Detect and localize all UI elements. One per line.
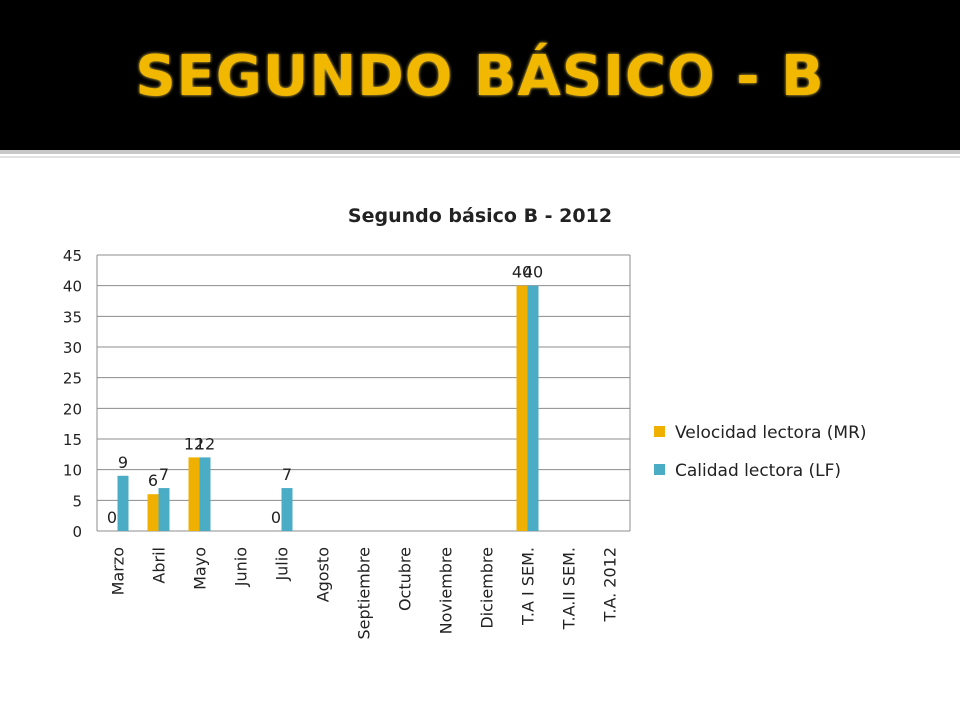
- chart-title: Segundo básico B - 2012: [348, 205, 612, 227]
- legend-label: Calidad lectora (LF): [675, 461, 841, 481]
- x-tick-label: Marzo: [109, 547, 128, 595]
- x-tick-label: Septiembre: [355, 547, 374, 640]
- y-tick-label: 10: [63, 462, 82, 480]
- bar: [527, 285, 539, 531]
- data-label: 40: [512, 263, 532, 282]
- x-tick-label: Mayo: [191, 547, 210, 590]
- x-tick-label: T.A I SEM.: [519, 547, 538, 626]
- x-axis-ticks: Marzo Abril Mayo Junio Julio Agosto Septiembre…: [109, 547, 620, 640]
- data-label: 7: [282, 465, 292, 484]
- y-tick-label: 30: [63, 339, 82, 357]
- data-label: 6: [148, 471, 158, 490]
- bar: [281, 488, 293, 531]
- x-tick-label: T.A. 2012: [601, 547, 620, 623]
- x-tick-label: Julio: [273, 547, 292, 582]
- data-label: 40: [523, 263, 543, 282]
- legend-swatch: [654, 464, 665, 475]
- data-label: 12: [195, 434, 215, 453]
- bar: [158, 488, 170, 531]
- y-tick-label: 15: [63, 431, 82, 449]
- x-tick-label: Octubre: [396, 547, 415, 611]
- x-tick-label: Agosto: [314, 547, 333, 602]
- bar: [199, 457, 211, 531]
- x-tick-label: T.A.II SEM.: [560, 547, 579, 630]
- x-tick-label: Diciembre: [478, 547, 497, 629]
- data-label: 9: [118, 453, 128, 472]
- bars: [117, 285, 539, 531]
- x-tick-label: Junio: [232, 547, 251, 587]
- bar: [516, 285, 528, 531]
- y-tick-label: 35: [63, 308, 82, 326]
- y-axis-ticks: 0 5 10 15 20 25 30 35 40 45: [63, 247, 82, 541]
- y-tick-label: 5: [72, 492, 82, 510]
- y-tick-label: 20: [63, 400, 82, 418]
- data-label: 12: [184, 434, 204, 453]
- data-label: 0: [271, 508, 281, 527]
- y-tick-label: 0: [72, 523, 82, 541]
- data-label: 0: [107, 508, 117, 527]
- title-separator: [0, 150, 960, 154]
- title-separator-thin: [0, 156, 960, 158]
- x-tick-label: Abril: [150, 547, 169, 584]
- legend-swatch: [654, 426, 665, 437]
- bar: [117, 475, 129, 531]
- y-tick-label: 25: [63, 370, 82, 388]
- title-band: [0, 0, 960, 150]
- y-tick-label: 40: [63, 278, 82, 296]
- data-label: 7: [159, 465, 169, 484]
- legend: Velocidad lectora (MR) Calidad lectora (L…: [654, 423, 867, 481]
- bar: [147, 494, 159, 531]
- y-tick-label: 45: [63, 247, 82, 265]
- slide-title: SEGUNDO BÁSICO - B: [135, 44, 825, 109]
- legend-label: Velocidad lectora (MR): [675, 423, 867, 443]
- gridlines: [96, 254, 631, 532]
- x-tick-label: Noviembre: [437, 547, 456, 634]
- bar: [188, 457, 200, 531]
